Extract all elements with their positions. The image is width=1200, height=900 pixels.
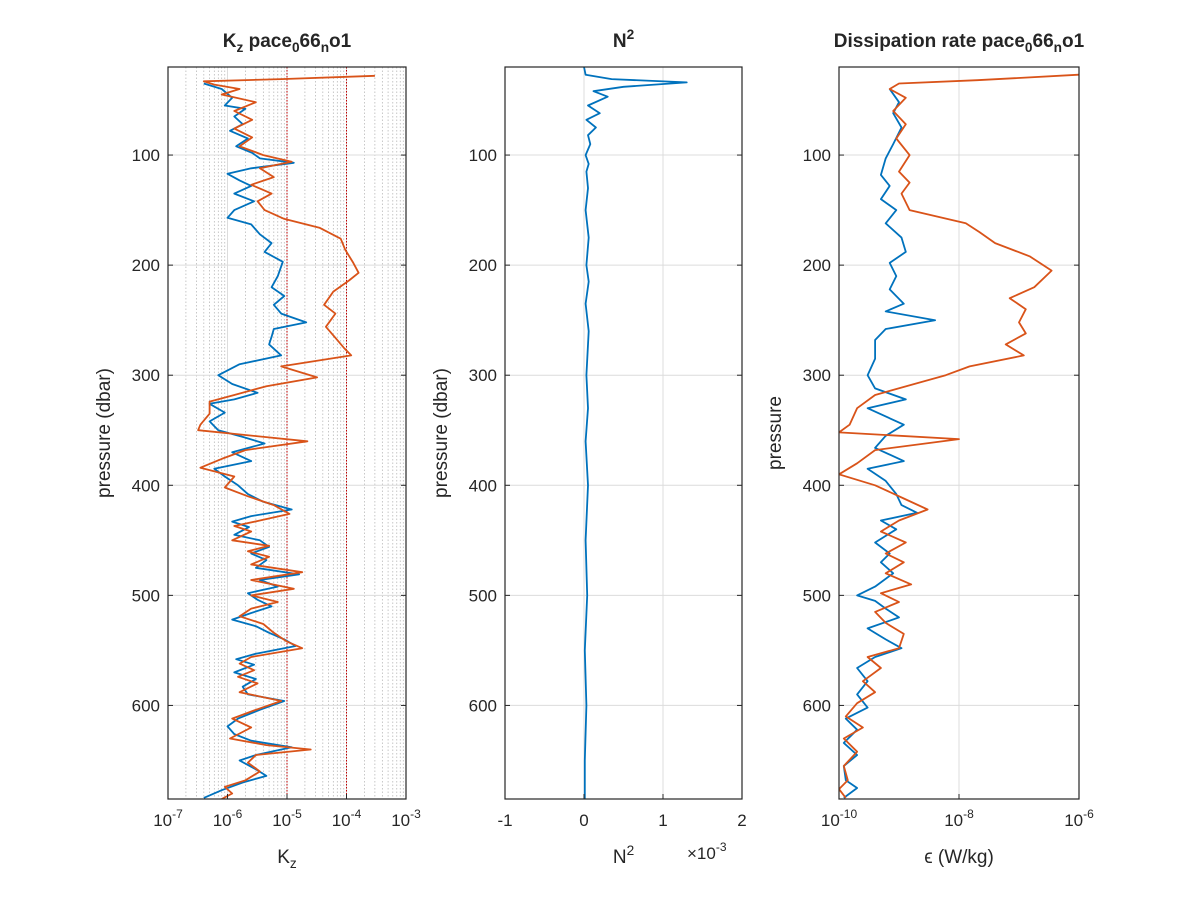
x-axis-label: N2 <box>613 843 634 868</box>
y-tick-label: 100 <box>132 146 160 165</box>
x-multiplier-base: ×10 <box>687 844 716 863</box>
x-tick-label-base: 10 <box>213 811 232 830</box>
panel-title-part: K <box>223 31 237 52</box>
y-tick-label: 300 <box>469 366 497 385</box>
x-tick-label: 10-3 <box>391 807 421 830</box>
panel-title-part: n <box>321 40 329 55</box>
x-tick-label-exponent: -8 <box>963 807 974 821</box>
panel-title-part: o1 <box>329 31 352 52</box>
x-tick-label: 10-4 <box>332 807 362 830</box>
panel-title: Kz pace066no1 <box>223 31 352 55</box>
x-tick-label-base: 10 <box>272 811 291 830</box>
panel-title-part: N <box>613 31 627 52</box>
panel-title: Dissipation rate pace066no1 <box>834 31 1085 55</box>
x-tick-label-base: 10 <box>332 811 351 830</box>
y-tick-label: 600 <box>132 696 160 715</box>
y-tick-label: 200 <box>469 256 497 275</box>
y-tick-label: 100 <box>469 146 497 165</box>
x-tick-label: 10-7 <box>153 807 183 830</box>
series-line-1 <box>203 82 308 799</box>
panel-title-part: Dissipation rate pace <box>834 31 1025 52</box>
x-tick-label-exponent: -7 <box>172 807 183 821</box>
x-tick-label-base: 10 <box>821 811 840 830</box>
x-axis-label-part: N <box>613 847 627 868</box>
x-axis-label: Kz <box>277 847 297 871</box>
x-tick-label: 2 <box>737 811 746 830</box>
x-multiplier-exponent: -3 <box>716 840 727 854</box>
x-tick-label-base: 10 <box>391 811 410 830</box>
x-tick-label: 10-8 <box>944 807 974 830</box>
y-tick-label: 500 <box>803 586 831 605</box>
x-tick-label-base: 10 <box>1064 811 1083 830</box>
y-axis-label: pressure <box>765 396 786 470</box>
panel-title-part: z <box>237 40 244 55</box>
series-line-1 <box>583 67 688 799</box>
x-tick-label-base: 10 <box>944 811 963 830</box>
y-tick-label: 600 <box>469 696 497 715</box>
panel-title-part: n <box>1054 40 1062 55</box>
axes-box <box>504 66 743 800</box>
y-axis-label: pressure (dbar) <box>94 368 115 498</box>
x-tick-label: 0 <box>579 811 588 830</box>
y-tick-label: 200 <box>132 256 160 275</box>
x-tick-label-exponent: -10 <box>840 807 858 821</box>
y-tick-label: 300 <box>132 366 160 385</box>
x-tick-label: 1 <box>658 811 667 830</box>
panel-title-part: 2 <box>627 27 635 42</box>
y-tick-label: 300 <box>803 366 831 385</box>
y-axis-label: pressure (dbar) <box>431 368 452 498</box>
y-tick-label: 500 <box>469 586 497 605</box>
x-tick-label: -1 <box>497 811 512 830</box>
x-tick-label: 10-10 <box>821 807 858 830</box>
x-tick-label-base: 2 <box>737 811 746 830</box>
y-tick-label: 400 <box>132 476 160 495</box>
y-tick-label: 500 <box>132 586 160 605</box>
x-multiplier: ×10-3 <box>687 840 727 863</box>
x-tick-label-exponent: -4 <box>351 807 362 821</box>
panel-title-part: 0 <box>292 40 300 55</box>
panel-title-part: 0 <box>1025 40 1033 55</box>
y-tick-label: 400 <box>469 476 497 495</box>
x-axis-label: ϵ (W/kg) <box>924 847 994 868</box>
y-tick-label: 200 <box>803 256 831 275</box>
panel-title-part: 66 <box>300 31 321 52</box>
x-tick-label-exponent: -6 <box>232 807 243 821</box>
y-tick-label: 400 <box>803 476 831 495</box>
x-tick-label-exponent: -5 <box>291 807 302 821</box>
x-tick-label-base: 0 <box>579 811 588 830</box>
series-line-2 <box>197 74 375 799</box>
x-tick-label-exponent: -3 <box>410 807 421 821</box>
y-tick-label: 600 <box>803 696 831 715</box>
x-tick-label: 10-6 <box>213 807 243 830</box>
x-axis-label-part: 2 <box>627 843 635 858</box>
y-tick-label: 100 <box>803 146 831 165</box>
panel-title-part: pace <box>243 31 292 52</box>
x-tick-label: 10-5 <box>272 807 302 830</box>
x-tick-label-exponent: -6 <box>1083 807 1094 821</box>
x-axis-label-part: ϵ (W/kg) <box>924 847 994 868</box>
x-axis-label-part: z <box>290 856 297 871</box>
x-tick-label-base: 10 <box>153 811 172 830</box>
panel-title: N2 <box>613 27 635 52</box>
panel-title-part: 66 <box>1033 31 1054 52</box>
x-tick-label-base: -1 <box>497 811 512 830</box>
x-axis-label-part: K <box>277 847 290 868</box>
panel-title-part: o1 <box>1062 31 1085 52</box>
x-tick-label-base: 1 <box>658 811 667 830</box>
series-line-2 <box>839 73 1079 799</box>
x-tick-label: 10-6 <box>1064 807 1094 830</box>
